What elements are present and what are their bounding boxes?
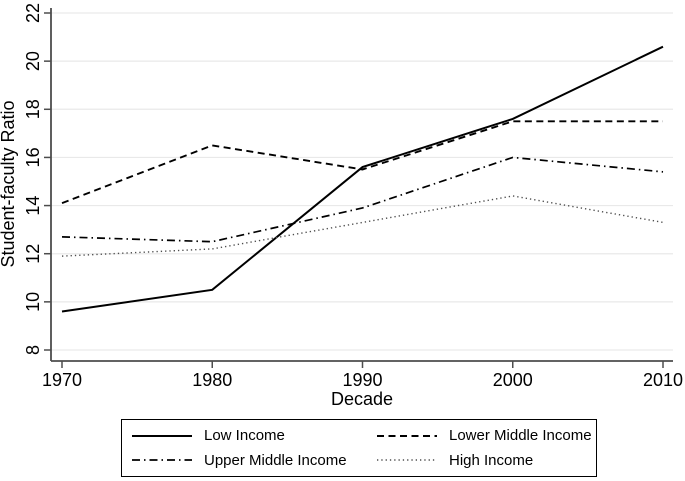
legend-label: High Income xyxy=(449,451,534,469)
legend-label: Low Income xyxy=(204,427,285,445)
legend: Low Income Lower Middle Income Upper Middl… xyxy=(121,419,597,477)
y-tick-label: 14 xyxy=(23,196,43,216)
legend-label: Lower Middle Income xyxy=(449,427,592,445)
legend-line-sample-icon xyxy=(377,434,437,437)
legend-item: High Income xyxy=(376,452,596,469)
plot-area: 8 10 12 14 16 18 20 22 1970 1980 1990 2000 2010 Decad… xyxy=(0,3,683,409)
series-line-high-income xyxy=(61,195,664,257)
x-tick-label: 1980 xyxy=(192,370,232,390)
legend-label: Upper Middle Income xyxy=(204,451,347,469)
x-axis-title: Decade xyxy=(331,389,393,409)
x-tick-label: 2010 xyxy=(643,370,683,390)
legend-line-sample-icon xyxy=(132,459,192,462)
legend-line-sample-icon xyxy=(132,434,192,437)
y-axis-title: Student-faculty Ratio xyxy=(0,100,18,267)
x-tick-label: 1990 xyxy=(342,370,382,390)
y-tick-label: 8 xyxy=(23,345,43,355)
y-tick-label: 12 xyxy=(23,244,43,264)
series-line-low-income xyxy=(61,45,664,313)
legend-item: Lower Middle Income xyxy=(376,427,596,444)
x-tick-label: 2000 xyxy=(493,370,533,390)
series-line-lower-middle-income xyxy=(61,120,663,205)
y-tick-label: 16 xyxy=(23,147,43,167)
y-tick-label: 22 xyxy=(23,3,43,23)
legend-item: Upper Middle Income xyxy=(131,452,376,469)
series-line-upper-middle-income xyxy=(61,156,664,243)
y-tick-label: 18 xyxy=(23,99,43,119)
y-tick-label: 10 xyxy=(23,292,43,312)
x-tick-label: 1970 xyxy=(42,370,82,390)
legend-line-sample-icon xyxy=(377,459,437,461)
y-tick-label: 20 xyxy=(23,51,43,71)
legend-item: Low Income xyxy=(131,427,376,444)
